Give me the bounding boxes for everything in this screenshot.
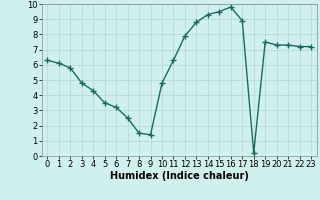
X-axis label: Humidex (Indice chaleur): Humidex (Indice chaleur) xyxy=(110,171,249,181)
